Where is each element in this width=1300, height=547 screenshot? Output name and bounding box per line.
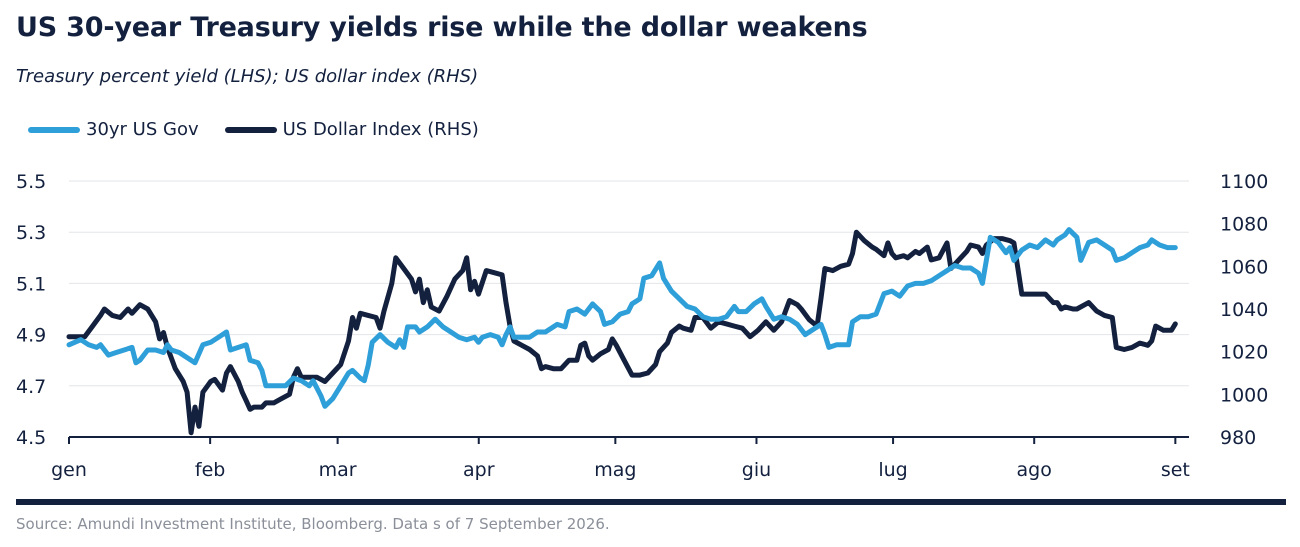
y-left-tick-label: 5.5 [16, 171, 46, 193]
y-left-tick-label: 5.1 [16, 273, 46, 295]
x-tick-label: ago [1017, 459, 1052, 481]
legend-label-dollar: US Dollar Index (RHS) [282, 119, 479, 140]
y-right-tick-label: 1080 [1220, 214, 1268, 236]
dollar-index-line [66, 229, 1178, 436]
legend-swatch-yield [28, 126, 80, 133]
x-tick-label: lug [878, 459, 907, 481]
line-chart: 4.5 4.7 4.9 5.1 5.3 5.5 980 1000 1020 1040 1060 108… [16, 171, 1268, 481]
y-right-tick-label: 1040 [1220, 299, 1268, 321]
x-tick-label: apr [463, 459, 495, 481]
x-tick-label: giu [742, 459, 771, 481]
y-left-tick-label: 4.5 [16, 427, 46, 449]
x-tick-label: mar [319, 459, 357, 481]
legend-swatch-dollar [224, 126, 277, 133]
legend-label-yield: 30yr US Gov [86, 119, 199, 140]
chart-title: US 30-year Treasury yields rise while th… [16, 12, 868, 43]
chart-subtitle: Treasury percent yield (LHS); US dollar … [16, 66, 479, 87]
x-tick-label: gen [51, 459, 87, 481]
y-right-tick-label: 1020 [1220, 342, 1268, 364]
y-left-tick-label: 5.3 [16, 222, 46, 244]
y-right-tick-label: 1100 [1220, 171, 1268, 193]
treasury-yield-line [66, 227, 1178, 409]
y-right-tick-label: 1000 [1220, 384, 1268, 406]
legend-item-dollar: US Dollar Index (RHS) [224, 119, 479, 140]
x-tick-label: mag [594, 459, 636, 481]
x-tick-label: feb [195, 459, 225, 481]
legend-item-yield: 30yr US Gov [28, 119, 199, 140]
y-left-tick-label: 4.9 [16, 325, 46, 347]
x-tick-label: set [1161, 459, 1190, 481]
y-left-tick-label: 4.7 [16, 376, 46, 398]
footer-divider [16, 499, 1286, 505]
chart-legend: 30yr US Gov US Dollar Index (RHS) [28, 119, 505, 140]
y-right-tick-label: 1060 [1220, 256, 1268, 278]
source-note: Source: Amundi Investment Institute, Blo… [16, 515, 610, 533]
y-right-tick-label: 980 [1220, 427, 1256, 449]
